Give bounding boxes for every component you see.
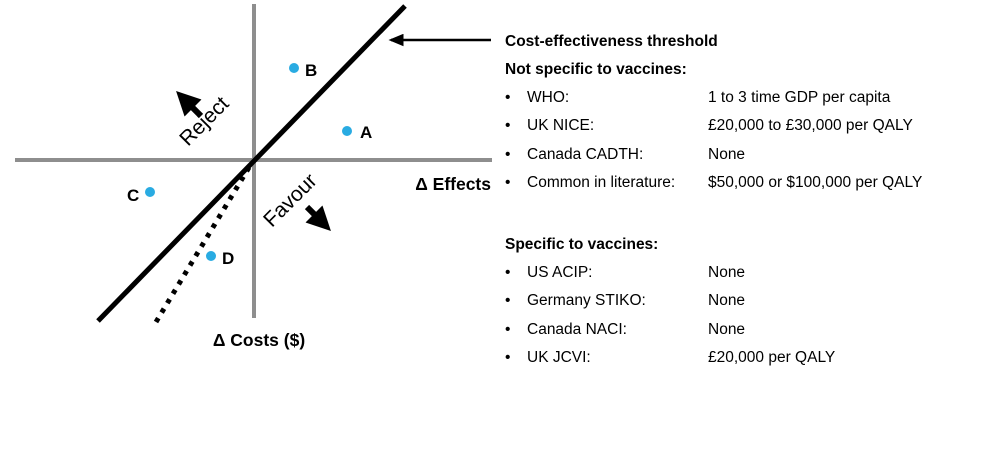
- point-c-label: C: [127, 186, 139, 205]
- bullet-icon: •: [505, 89, 511, 106]
- row-label: Germany STIKO:: [527, 292, 646, 310]
- section-heading: Not specific to vaccines:: [505, 61, 687, 78]
- threshold-line: [96, 4, 407, 323]
- row-label: UK JCVI:: [527, 349, 591, 367]
- threshold-row-us-acip: • US ACIP: None: [505, 259, 977, 287]
- threshold-row-literature: • Common in literature: $50,000 or $100,…: [505, 169, 977, 197]
- alt-threshold-dotted-line: [153, 162, 254, 324]
- threshold-panel: Cost-effectiveness threshold Not specifi…: [505, 28, 977, 372]
- point-b-label: B: [305, 61, 317, 80]
- row-value: None: [708, 145, 746, 163]
- row-value: None: [708, 264, 746, 282]
- favour-arrow-icon: [304, 204, 331, 231]
- point-c: [145, 187, 155, 197]
- row-label: WHO:: [527, 89, 570, 106]
- threshold-row-canada-naci: • Canada NACI: None: [505, 316, 977, 344]
- section-vaccine-specific: Specific to vaccines: • US ACIP: None • …: [505, 231, 977, 372]
- threshold-row-who: • WHO: 1 to 3 time GDP per capita: [505, 84, 977, 112]
- point-b: [289, 63, 299, 73]
- panel-title: Cost-effectiveness threshold: [505, 33, 718, 50]
- threshold-row-germany-stiko: • Germany STIKO: None: [505, 287, 977, 315]
- row-value: None: [708, 292, 746, 310]
- bullet-icon: •: [505, 264, 511, 282]
- threshold-row-uk-nice: • UK NICE: £20,000 to £30,000 per QALY: [505, 112, 977, 140]
- bullet-icon: •: [505, 349, 511, 367]
- row-label: Canada NACI:: [527, 320, 627, 338]
- row-value: $50,000 or $100,000 per QALY: [708, 173, 923, 191]
- bullet-icon: •: [505, 173, 511, 191]
- x-axis-label: Δ Effects: [415, 174, 491, 194]
- point-d: [206, 251, 216, 261]
- y-axis-label: Δ Costs ($): [213, 330, 305, 350]
- point-a: [342, 126, 352, 136]
- bullet-icon: •: [505, 320, 511, 338]
- row-value: None: [708, 320, 746, 338]
- favour-quadrant-label: Favour: [259, 169, 321, 231]
- section-not-specific: Not specific to vaccines: • WHO: 1 to 3 …: [505, 56, 977, 197]
- threshold-row-uk-jcvi: • UK JCVI: £20,000 per QALY: [505, 344, 977, 372]
- row-label: US ACIP:: [527, 264, 593, 282]
- row-value: £20,000 per QALY: [708, 349, 836, 367]
- point-a-label: A: [360, 123, 372, 142]
- bullet-icon: •: [505, 145, 511, 163]
- row-label: Common in literature:: [527, 173, 676, 191]
- section-heading: Specific to vaccines:: [505, 236, 659, 254]
- bullet-icon: •: [505, 292, 511, 310]
- row-value: £20,000 to £30,000 per QALY: [708, 117, 913, 135]
- bullet-icon: •: [505, 117, 511, 135]
- row-label: UK NICE:: [527, 117, 595, 135]
- reject-arrow-icon: [176, 91, 204, 119]
- threshold-row-canada-cadth: • Canada CADTH: None: [505, 141, 977, 169]
- row-label: Canada CADTH:: [527, 145, 644, 163]
- row-value: 1 to 3 time GDP per capita: [708, 89, 891, 106]
- point-d-label: D: [222, 249, 234, 268]
